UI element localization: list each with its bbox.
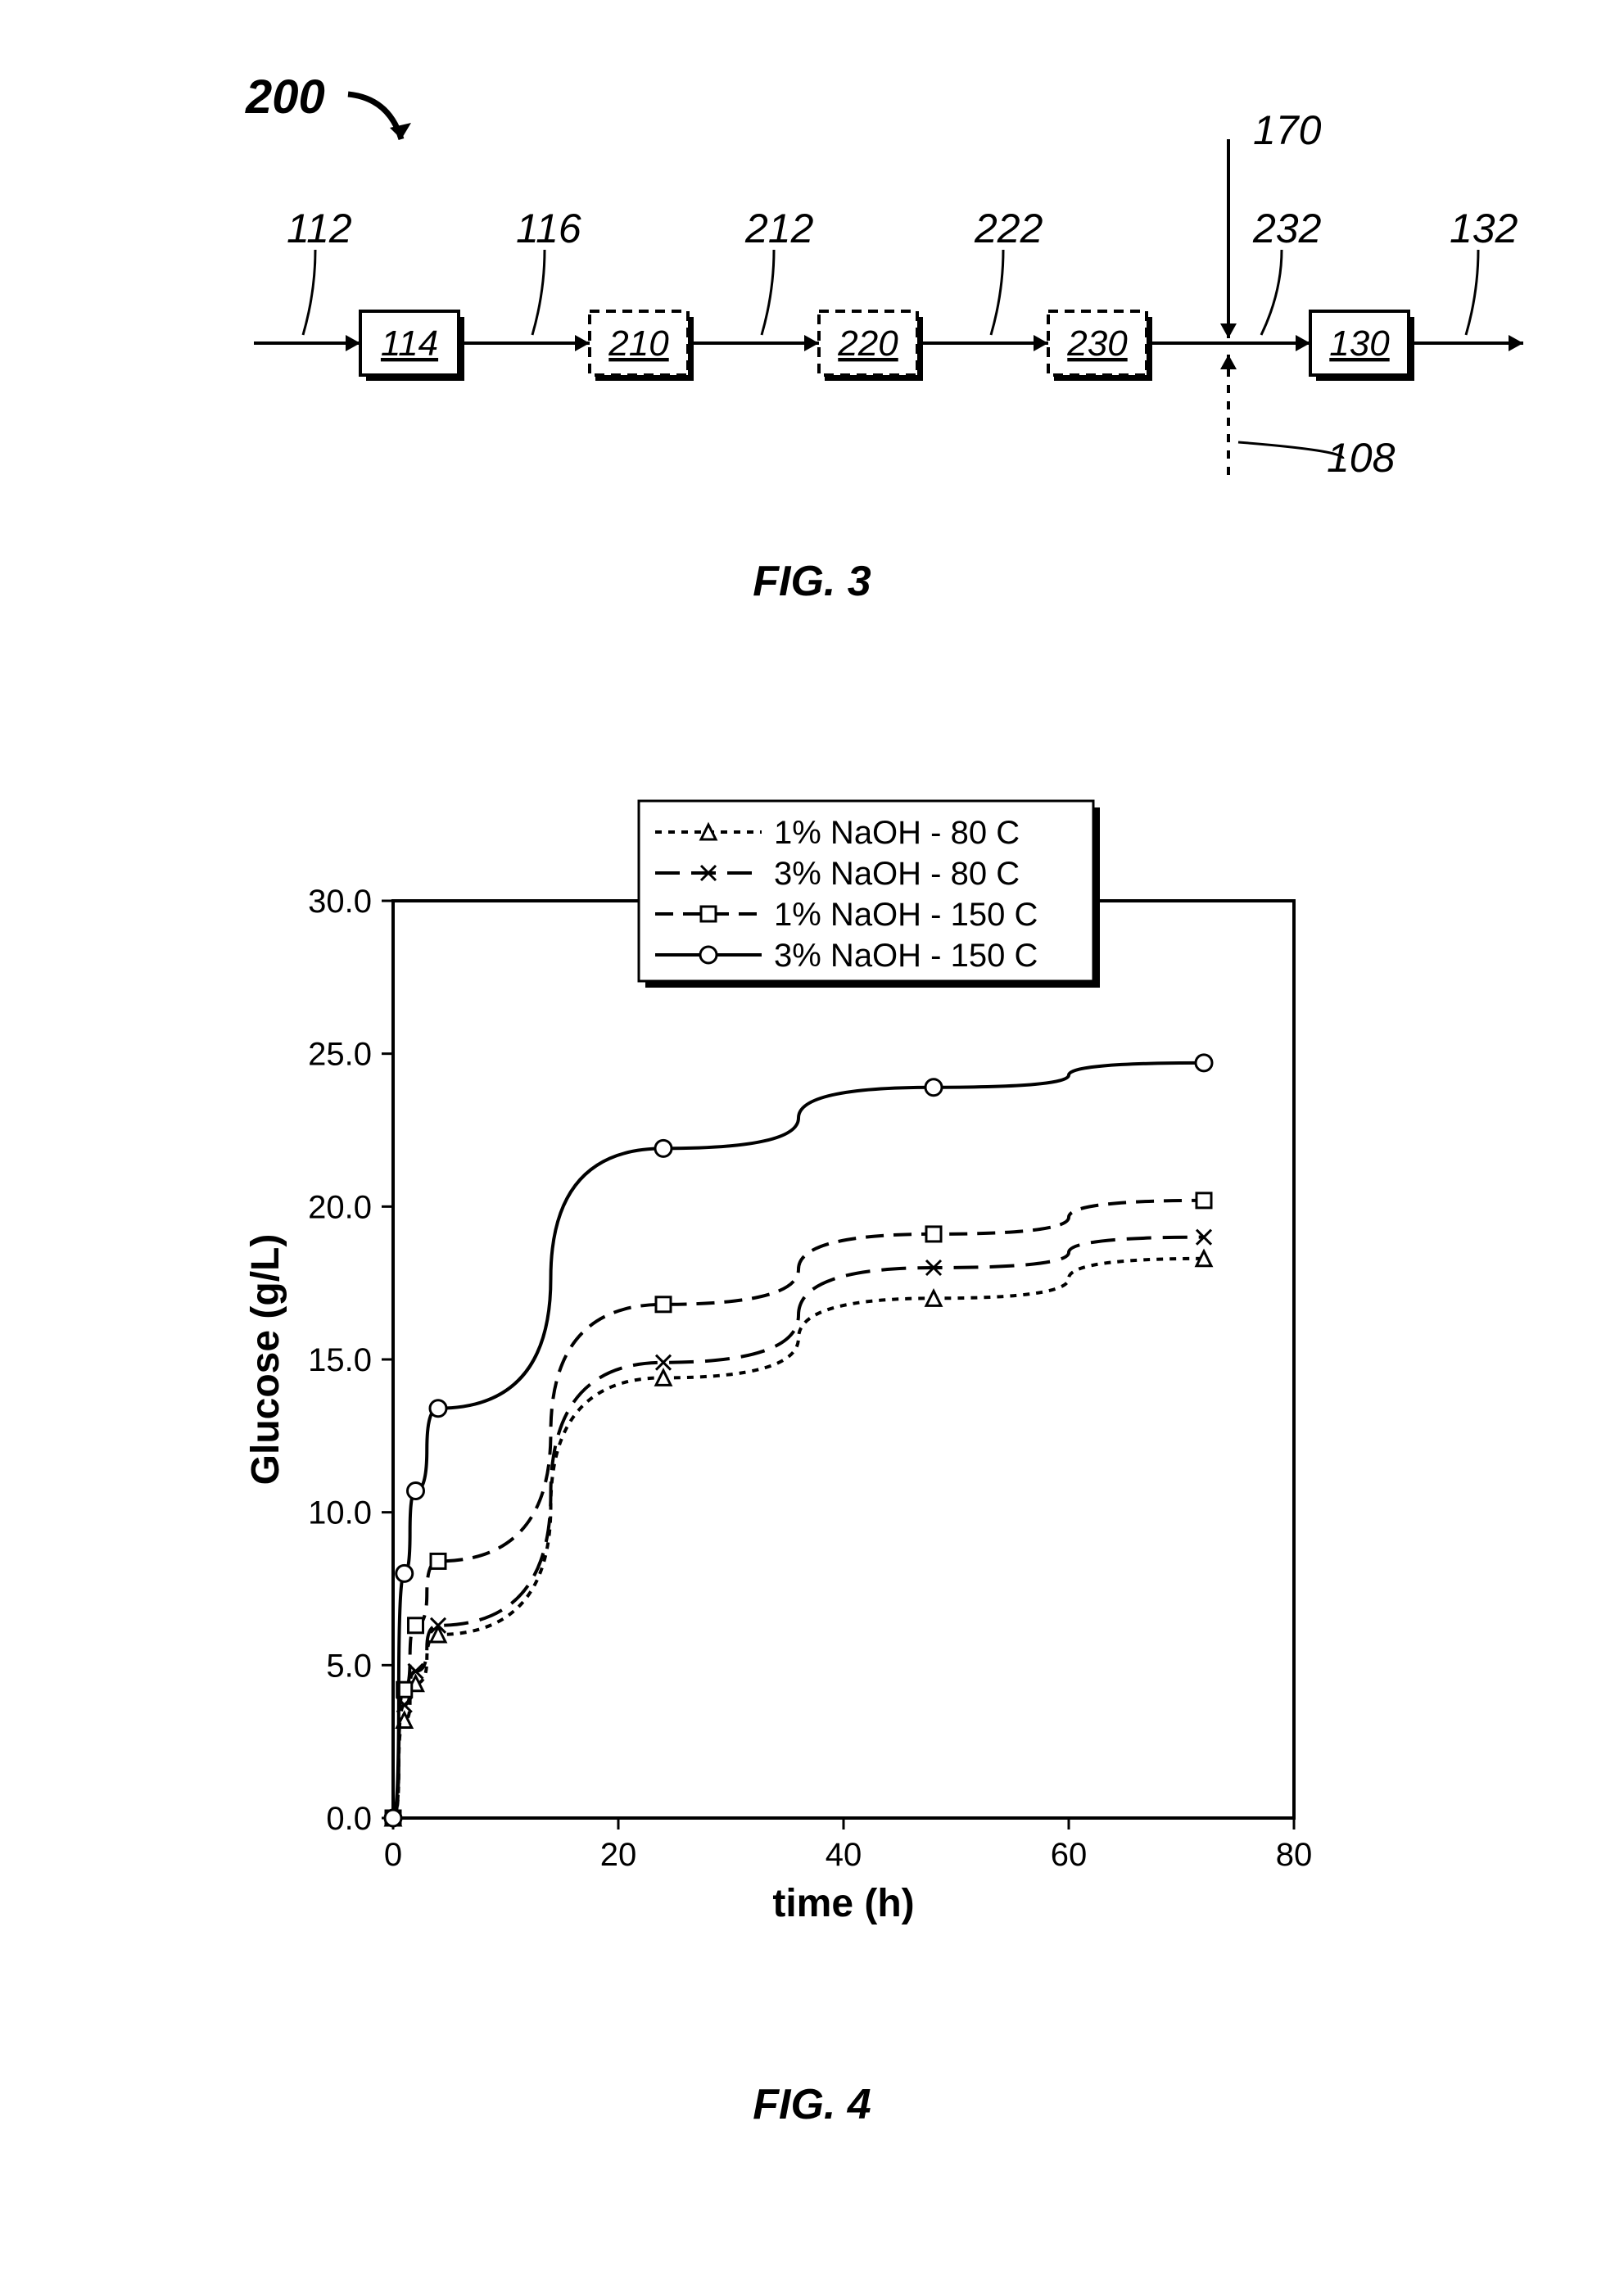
ref-label: 116: [516, 205, 581, 252]
ref-label: 108: [1327, 434, 1395, 482]
svg-text:10.0: 10.0: [308, 1495, 372, 1531]
fig4-chart: 0 20 40 60 80 0.0 5.0 10.0 15.0 20.0 25.0 30.0 time …: [0, 0, 1624, 2047]
ref-label: 132: [1450, 205, 1518, 252]
svg-text:time (h): time (h): [772, 1882, 914, 1925]
svg-text:3% NaOH - 150 C: 3% NaOH - 150 C: [774, 938, 1038, 974]
svg-text:Glucose (g/L): Glucose (g/L): [244, 1234, 287, 1486]
svg-text:40: 40: [826, 1837, 862, 1873]
svg-text:20: 20: [600, 1837, 637, 1873]
ref-label: 170: [1253, 106, 1321, 154]
svg-text:3% NaOH - 80 C: 3% NaOH - 80 C: [774, 856, 1020, 892]
ref-label: 232: [1253, 205, 1321, 252]
svg-text:30.0: 30.0: [308, 884, 372, 920]
svg-text:1% NaOH - 80 C: 1% NaOH - 80 C: [774, 815, 1020, 851]
svg-text:0: 0: [384, 1837, 402, 1873]
svg-text:15.0: 15.0: [308, 1342, 372, 1378]
svg-text:1% NaOH - 150 C: 1% NaOH - 150 C: [774, 897, 1038, 933]
fig4-caption: FIG. 4: [753, 2080, 871, 2129]
ref-label: 112: [287, 205, 352, 252]
svg-text:0.0: 0.0: [326, 1801, 372, 1837]
svg-text:60: 60: [1051, 1837, 1088, 1873]
svg-text:20.0: 20.0: [308, 1189, 372, 1225]
ref-label: 212: [745, 205, 813, 252]
ref-label: 222: [975, 205, 1043, 252]
svg-text:5.0: 5.0: [326, 1648, 372, 1684]
svg-text:25.0: 25.0: [308, 1037, 372, 1073]
svg-text:80: 80: [1276, 1837, 1313, 1873]
